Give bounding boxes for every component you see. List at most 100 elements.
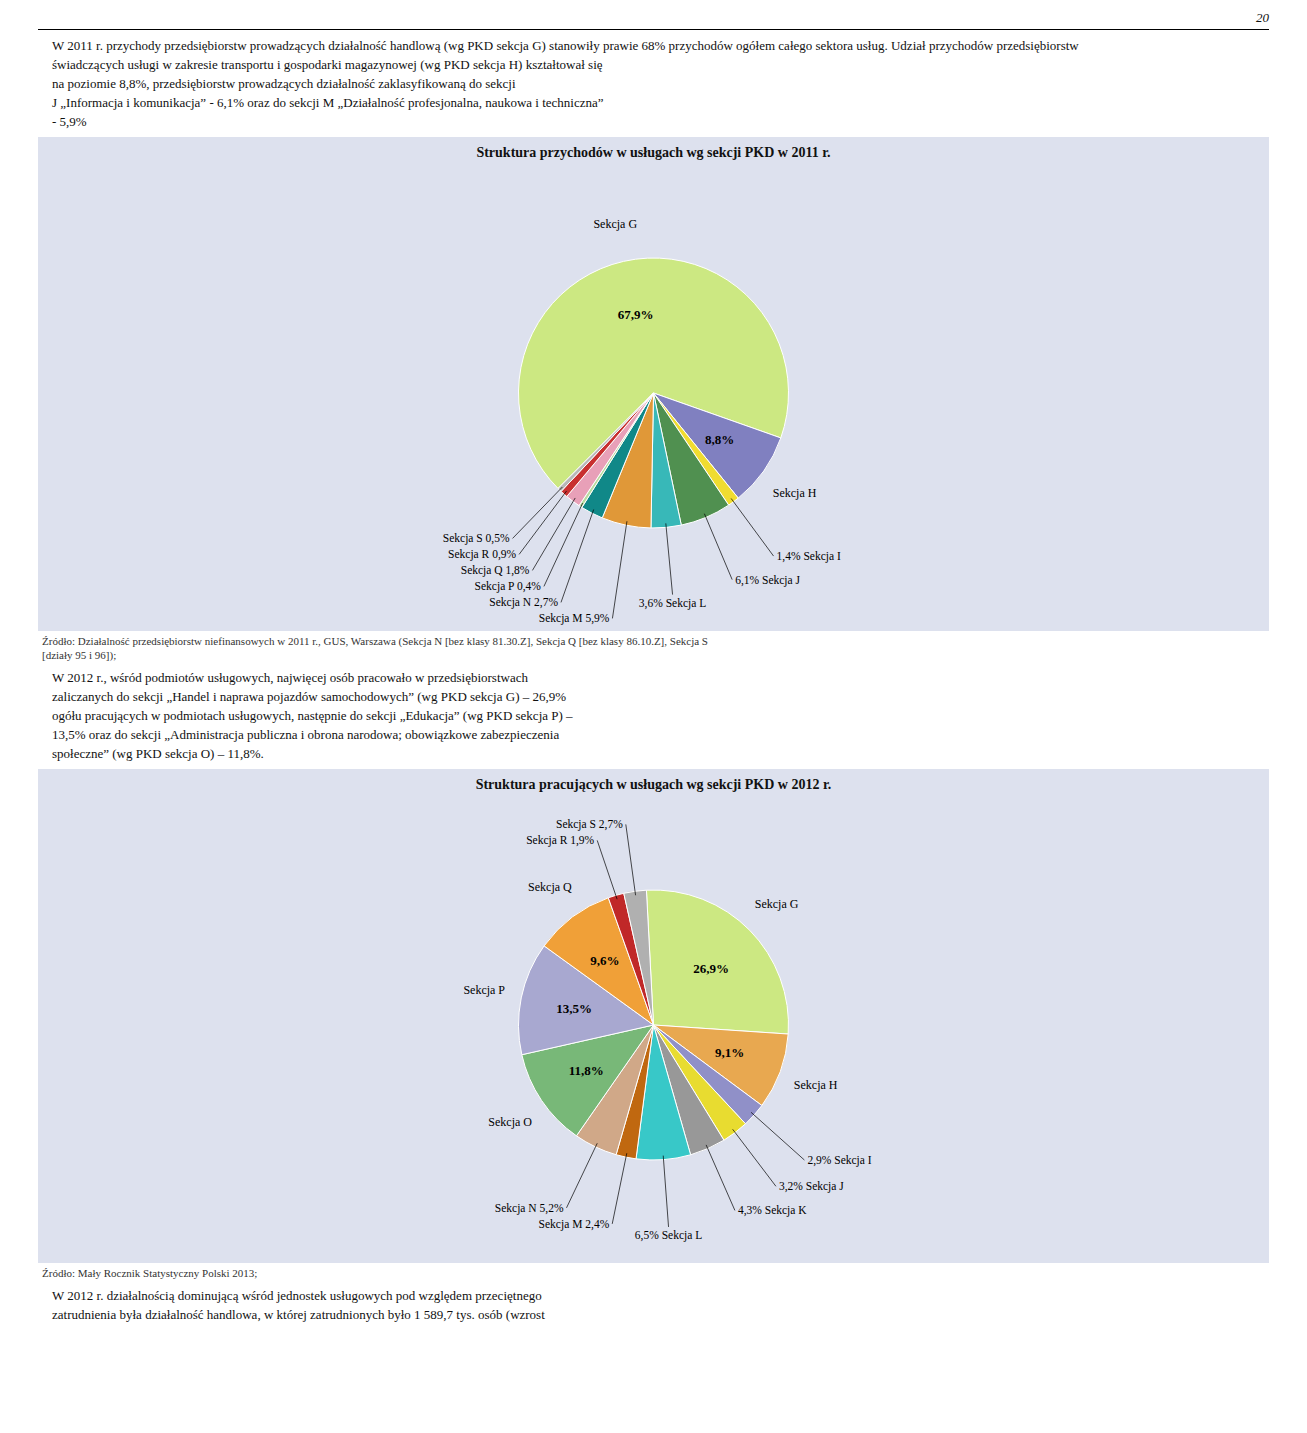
leader-line [519,491,566,554]
slice-label: Sekcja S 0,5% [443,532,510,545]
paragraph-line: W 2012 r., wśród podmiotów usługowych, n… [52,668,1255,687]
category-label: Sekcja R [526,834,568,847]
category-label: Sekcja M [539,1218,583,1231]
slice-label: Sekcja R 0,9% [448,548,516,561]
data-label: 0,4% [517,580,541,593]
category-label: Sekcja M [539,612,583,625]
pie-slice [561,393,653,496]
category-label: Sekcja R [448,548,490,561]
pie-slice [567,393,654,506]
data-label: 9,1% [715,1045,744,1060]
slice-label: Sekcja M 5,9% [539,612,610,625]
slice-label: Sekcja Q 1,8% [461,564,530,577]
pie-chart: 26,9%Sekcja G9,1%Sekcja H11,8%Sekcja O13… [38,793,1269,1263]
paragraph-line: zaliczanych do sekcji „Handel i naprawa … [52,687,1255,706]
data-label: 3,2% [779,1180,803,1193]
leader-line [733,1129,776,1186]
data-label: 0,9% [492,548,516,561]
leader-line [513,487,563,538]
data-label: 13,5% [556,1001,592,1016]
paragraph-line: zatrudnienia była działalność handlowa, … [52,1305,1255,1324]
slice-label: Sekcja N 2,7% [489,596,558,609]
category-label: Sekcja O [488,1115,532,1129]
pie-slice [624,890,654,1025]
data-label: 3,6% [639,597,663,610]
leader-line [532,498,575,570]
pie-chart: 67,9%Sekcja G8,8%Sekcja H1,4% Sekcja I6,… [38,161,1269,631]
data-label: 26,9% [693,961,729,976]
category-label: Sekcja J [762,574,801,587]
category-label: Sekcja N [489,596,532,609]
category-label: Sekcja S [556,818,596,831]
leader-line [612,1153,627,1224]
paragraph-line: - 5,9% [52,112,1255,131]
page-number: 20 [38,10,1269,30]
paragraph-line: ogółu pracujących w podmiotach usługowyc… [52,706,1255,725]
source-line: [działy 95 i 96]); [42,648,1265,662]
data-label: 0,5% [486,532,510,545]
data-label: 4,3% [738,1204,762,1217]
slice-label: 3,2% Sekcja J [779,1180,844,1193]
paragraph-line: W 2011 r. przychody przedsiębiorstw prow… [52,36,1255,55]
category-label: Sekcja L [662,1229,703,1242]
slice-label: Sekcja P 0,4% [475,580,542,593]
leader-line [731,498,773,556]
pie-slice [558,393,653,491]
data-label: 5,2% [540,1202,564,1215]
data-label: 6,5% [635,1229,659,1242]
chart-box: Struktura pracujących w usługach wg sekc… [38,769,1269,1263]
paragraph-line: J „Informacja i komunikacja” - 6,1% oraz… [52,93,1255,112]
source-note: Źródło: Działalność przedsiębiorstw nief… [42,634,1265,662]
leader-line [663,1156,668,1227]
category-label: Sekcja H [773,486,817,500]
data-label: 9,6% [590,953,619,968]
data-label: 5,9% [585,612,609,625]
leader-line [666,523,673,594]
paragraph: W 2011 r. przychody przedsiębiorstw prow… [52,36,1255,131]
category-label: Sekcja K [765,1204,808,1217]
category-label: Sekcja I [803,550,841,563]
paragraph: W 2012 r., wśród podmiotów usługowych, n… [52,668,1255,763]
slice-label: 6,5% Sekcja L [635,1229,702,1242]
slice-label: 3,6% Sekcja L [639,597,706,610]
category-label: Sekcja G [593,217,637,231]
chart-box: Struktura przychodów w usługach wg sekcj… [38,137,1269,631]
leader-line [704,514,732,580]
source-note: Źródło: Mały Rocznik Statystyczny Polski… [42,1266,1265,1280]
data-label: 11,8% [569,1063,604,1078]
paragraph-line: 13,5% oraz do sekcji „Administracja publ… [52,725,1255,744]
pie-slice [646,890,788,1034]
leader-line [544,503,583,586]
leader-line [626,824,636,895]
labels: 26,9%Sekcja G9,1%Sekcja H11,8%Sekcja O13… [463,818,871,1242]
wedges [519,258,789,528]
paragraph-line: społeczne” (wg PKD sekcja O) – 11,8%. [52,744,1255,763]
data-label: 1,8% [505,564,529,577]
slice-label: 1,4% Sekcja I [777,550,841,563]
chart-title: Struktura przychodów w usługach wg sekcj… [38,137,1269,161]
data-label: 2,7% [534,596,558,609]
slice-label: 6,1% Sekcja J [735,574,800,587]
category-label: Sekcja I [834,1154,872,1167]
slice-label: Sekcja S 2,7% [556,818,623,831]
category-label: Sekcja H [794,1078,838,1092]
source-line: Źródło: Mały Rocznik Statystyczny Polski… [42,1266,1265,1280]
data-label: 2,7% [599,818,623,831]
source-line: Źródło: Działalność przedsiębiorstw nief… [42,634,1265,648]
wedges [519,890,789,1160]
slice-label: 4,3% Sekcja K [738,1204,807,1217]
data-label: 2,9% [807,1154,831,1167]
category-label: Sekcja P [463,983,505,997]
category-label: Sekcja N [495,1202,538,1215]
data-label: 8,8% [705,432,734,447]
data-label: 1,4% [777,550,801,563]
data-label: 2,4% [585,1218,609,1231]
category-label: Sekcja L [666,597,707,610]
pie-slice [651,393,681,528]
data-label: 67,9% [618,307,654,322]
leader-line [706,1145,735,1211]
paragraph: W 2012 r. działalnością dominującą wśród… [52,1286,1255,1324]
category-label: Sekcja S [443,532,483,545]
leader-line [567,1143,598,1208]
paragraph-line: na poziomie 8,8%, przedsiębiorstw prowad… [52,74,1255,93]
